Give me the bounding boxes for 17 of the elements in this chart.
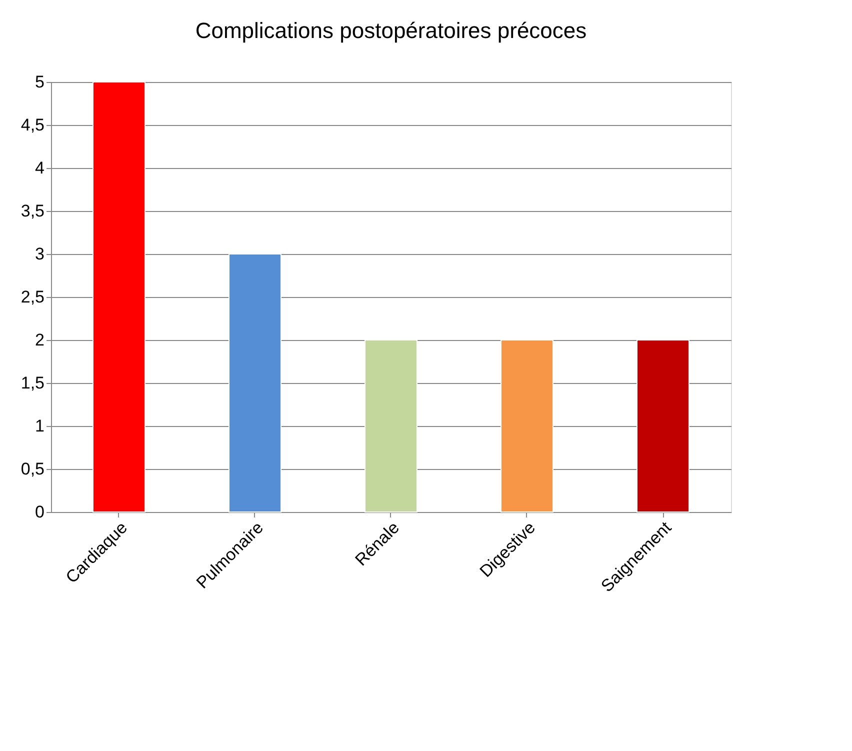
y-tick-label: 3,5 [20, 202, 44, 220]
bar [636, 340, 690, 512]
chart-title: Complications postopératoires précoces [195, 18, 587, 43]
y-tick-label: 1,5 [20, 374, 44, 392]
y-tick-label: 5 [35, 72, 44, 92]
bar [500, 340, 554, 512]
bar [228, 254, 282, 512]
y-tick-label: 2,5 [20, 288, 44, 306]
y-tick-label: 4 [35, 158, 44, 178]
bar [364, 340, 418, 512]
y-tick-label: 2 [35, 330, 44, 350]
y-tick-label: 3 [35, 244, 44, 264]
y-tick-label: 0 [35, 502, 44, 522]
y-tick-label: 0,5 [20, 460, 44, 478]
y-tick-label: 4,5 [20, 116, 44, 134]
y-tick-label: 1 [35, 416, 44, 436]
bar [92, 82, 146, 512]
